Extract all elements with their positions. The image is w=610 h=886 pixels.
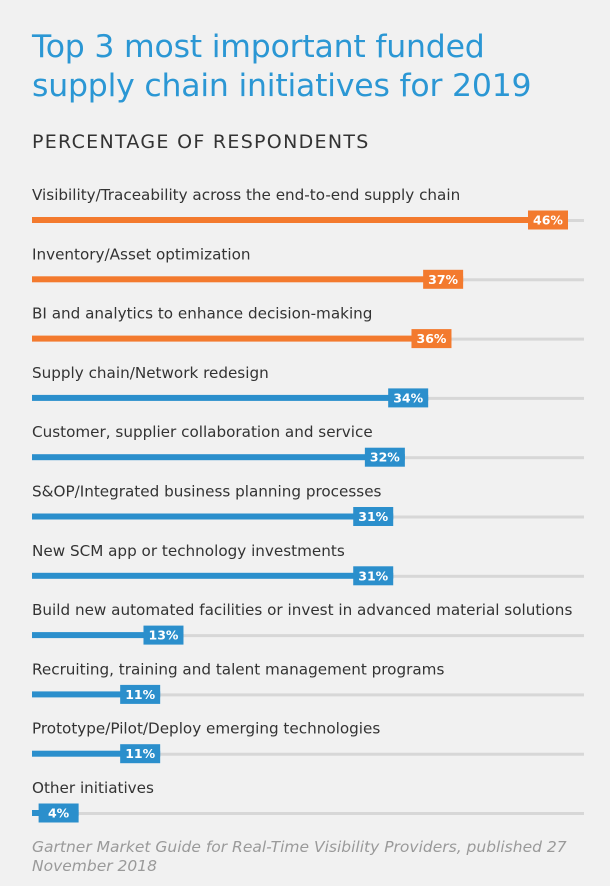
value-label: 31%: [358, 509, 388, 524]
source-note: Gartner Market Guide for Real-Time Visib…: [32, 838, 567, 875]
bar: [32, 454, 405, 461]
value-badge: [411, 329, 452, 349]
value-label: 11%: [125, 687, 155, 702]
bar: [32, 335, 452, 342]
bar: [32, 750, 161, 757]
category-label: S&OP/Integrated business planning proces…: [32, 483, 382, 501]
bar-track: [32, 634, 584, 638]
bar-track: [32, 812, 584, 815]
bar: [32, 691, 161, 698]
category-label: Build new automated facilities or invest…: [32, 601, 572, 619]
category-label: Recruiting, training and talent manageme…: [32, 660, 444, 678]
category-label: Prototype/Pilot/Deploy emerging technolo…: [32, 720, 380, 738]
value-badge: [528, 210, 568, 230]
bar-track: [32, 693, 584, 697]
value-badge: [143, 625, 184, 645]
value-label: 4%: [48, 806, 70, 821]
bar: [32, 572, 394, 579]
value-badge: [423, 269, 464, 289]
chart-title: Top 3 most important funded supply chain…: [32, 29, 532, 104]
value-label: 13%: [149, 628, 179, 643]
category-label: Customer, supplier collaboration and ser…: [32, 423, 373, 441]
bar: [32, 513, 394, 520]
category-label: Supply chain/Network redesign: [32, 364, 269, 382]
bar: [32, 632, 184, 639]
category-label: Inventory/Asset optimization: [32, 245, 251, 263]
value-badge: [120, 744, 161, 764]
value-label: 37%: [428, 272, 458, 287]
value-label: 32%: [370, 450, 400, 465]
value-badge: [120, 684, 161, 704]
category-label: New SCM app or technology investments: [32, 542, 345, 560]
category-label: BI and analytics to enhance decision-mak…: [32, 305, 372, 323]
value-label: 11%: [125, 746, 155, 761]
value-badge: [388, 388, 429, 408]
value-label: 34%: [393, 390, 423, 405]
bar-track: [32, 752, 584, 756]
bar: [32, 276, 464, 283]
value-label: 46%: [533, 213, 563, 228]
value-badge: [38, 803, 79, 823]
value-badge: [353, 507, 394, 526]
value-label: 31%: [358, 568, 388, 583]
value-label: 36%: [417, 331, 447, 346]
category-label: Other initiatives: [32, 779, 154, 797]
bar: [32, 217, 568, 223]
bar: [32, 394, 429, 401]
chart-subtitle: PERCENTAGE OF RESPONDENTS: [32, 131, 370, 153]
value-badge: [353, 566, 394, 586]
category-label: Visibility/Traceability across the end-t…: [32, 186, 460, 204]
value-badge: [364, 447, 405, 467]
